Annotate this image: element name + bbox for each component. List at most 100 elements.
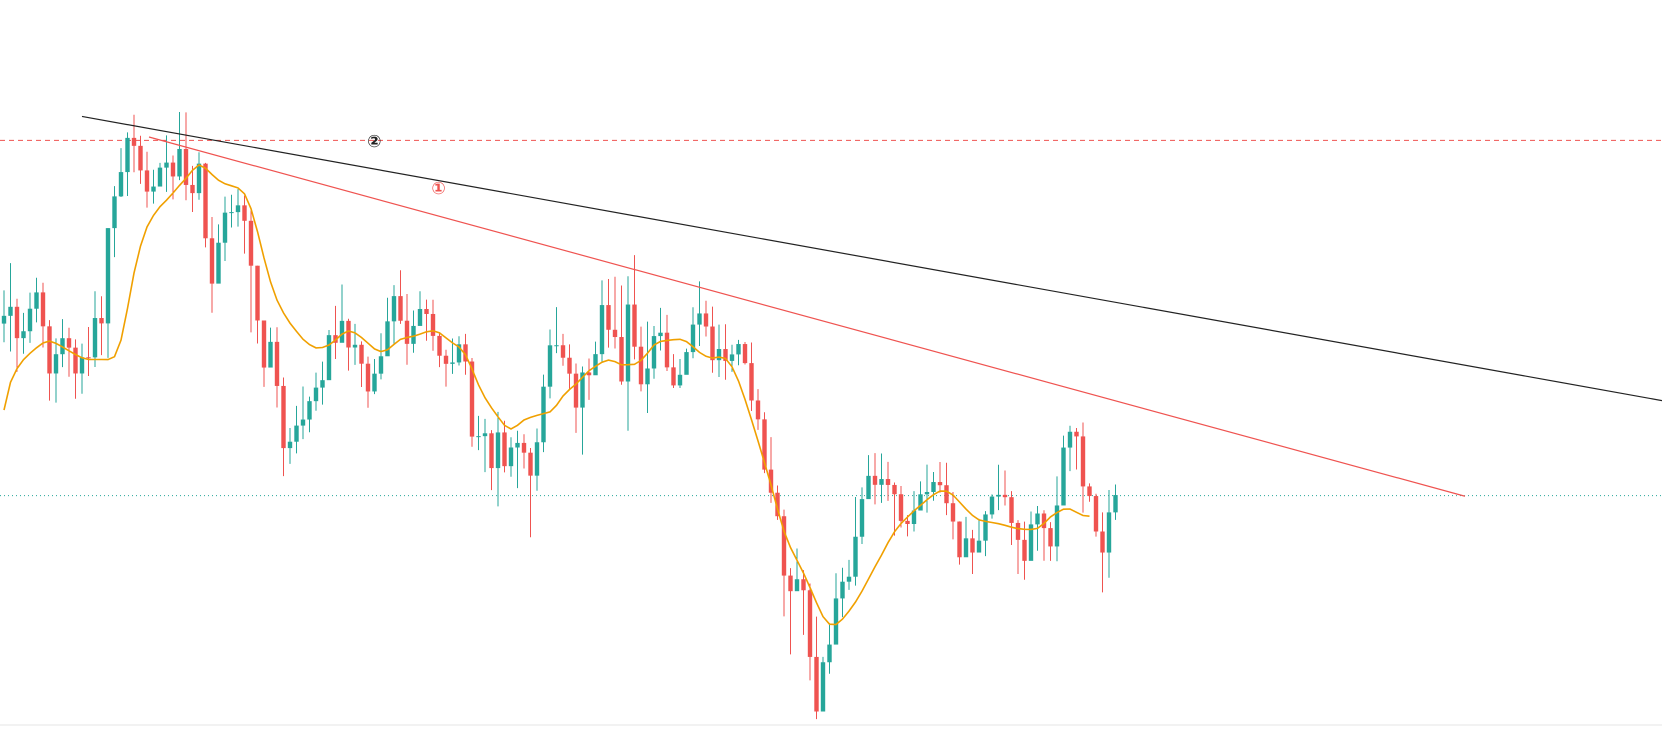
candle bbox=[684, 348, 689, 375]
moving-average-line bbox=[3, 164, 1090, 626]
candle bbox=[476, 415, 481, 451]
candle bbox=[1106, 489, 1112, 578]
candlestick-series bbox=[1, 111, 1118, 720]
candle bbox=[924, 464, 930, 513]
candle bbox=[528, 448, 533, 538]
candle bbox=[586, 358, 592, 400]
candle bbox=[742, 341, 748, 365]
candle bbox=[307, 396, 312, 433]
horizontal-levels bbox=[0, 139, 1662, 497]
candle bbox=[352, 323, 358, 365]
candle bbox=[859, 487, 865, 545]
candle bbox=[1093, 493, 1099, 537]
candle bbox=[216, 224, 221, 284]
candle bbox=[788, 568, 793, 655]
candle bbox=[671, 354, 676, 388]
candle bbox=[443, 349, 449, 387]
candle bbox=[495, 411, 501, 507]
candle bbox=[339, 284, 345, 343]
trendline-2[interactable] bbox=[81, 115, 1662, 402]
candle bbox=[567, 344, 572, 390]
candle bbox=[235, 189, 241, 227]
candle bbox=[359, 341, 364, 388]
candle bbox=[879, 453, 884, 503]
candle bbox=[300, 386, 306, 440]
candle bbox=[807, 583, 813, 681]
candle bbox=[430, 299, 436, 351]
candle bbox=[736, 339, 741, 366]
candle bbox=[125, 132, 130, 197]
candle bbox=[508, 437, 514, 477]
candle bbox=[970, 529, 975, 575]
candle bbox=[1074, 428, 1079, 470]
candle bbox=[976, 518, 982, 553]
candle bbox=[820, 656, 826, 712]
candle bbox=[294, 405, 299, 454]
candle bbox=[1028, 511, 1034, 561]
candle bbox=[573, 363, 579, 433]
candle bbox=[92, 291, 98, 367]
candle bbox=[521, 434, 527, 469]
candle bbox=[209, 216, 215, 313]
candle bbox=[229, 194, 234, 228]
candle bbox=[554, 307, 559, 354]
candle bbox=[814, 616, 819, 720]
candle bbox=[118, 148, 124, 198]
candle bbox=[749, 342, 754, 411]
candle bbox=[183, 112, 189, 201]
candle bbox=[8, 263, 13, 352]
candle bbox=[989, 494, 995, 519]
candle bbox=[378, 333, 384, 380]
candle bbox=[853, 496, 858, 586]
candle bbox=[274, 327, 280, 408]
candle bbox=[1054, 476, 1060, 562]
candle bbox=[99, 296, 104, 356]
candle bbox=[1048, 522, 1053, 561]
candle bbox=[697, 281, 702, 346]
candle bbox=[931, 471, 936, 501]
candle bbox=[313, 372, 319, 411]
candle bbox=[391, 285, 397, 345]
candle bbox=[658, 307, 663, 351]
candle bbox=[1061, 435, 1066, 506]
candle bbox=[840, 567, 845, 618]
candle bbox=[456, 336, 462, 366]
candle bbox=[638, 326, 644, 392]
trendlines[interactable] bbox=[81, 115, 1662, 497]
candle bbox=[398, 270, 403, 324]
candle bbox=[801, 570, 806, 635]
candle bbox=[242, 195, 247, 254]
candle bbox=[775, 485, 780, 520]
candle bbox=[1002, 470, 1008, 506]
trendline-labels: ①② bbox=[367, 132, 446, 199]
candle bbox=[918, 481, 923, 511]
candle bbox=[79, 343, 85, 394]
candle bbox=[385, 297, 390, 357]
candle bbox=[248, 210, 254, 333]
candle bbox=[138, 135, 143, 184]
candle bbox=[346, 318, 351, 371]
candle bbox=[612, 276, 618, 349]
candle bbox=[1, 290, 7, 343]
candle bbox=[66, 327, 72, 377]
candle bbox=[86, 327, 91, 377]
candle bbox=[1067, 425, 1073, 472]
candle bbox=[645, 321, 650, 414]
candle bbox=[489, 430, 494, 491]
candle bbox=[47, 320, 52, 401]
candle bbox=[1041, 510, 1047, 561]
candle bbox=[437, 332, 442, 368]
candle bbox=[937, 461, 943, 493]
candle bbox=[560, 333, 566, 366]
trendline-1-label: ① bbox=[431, 179, 445, 199]
candle bbox=[950, 492, 956, 540]
trendline-2-label: ② bbox=[367, 132, 381, 152]
candle bbox=[593, 341, 598, 376]
candle bbox=[268, 327, 273, 368]
candle bbox=[53, 338, 59, 403]
candle bbox=[502, 420, 507, 473]
candle bbox=[716, 324, 722, 378]
trendline-1[interactable] bbox=[148, 136, 1466, 497]
candle bbox=[222, 196, 228, 261]
